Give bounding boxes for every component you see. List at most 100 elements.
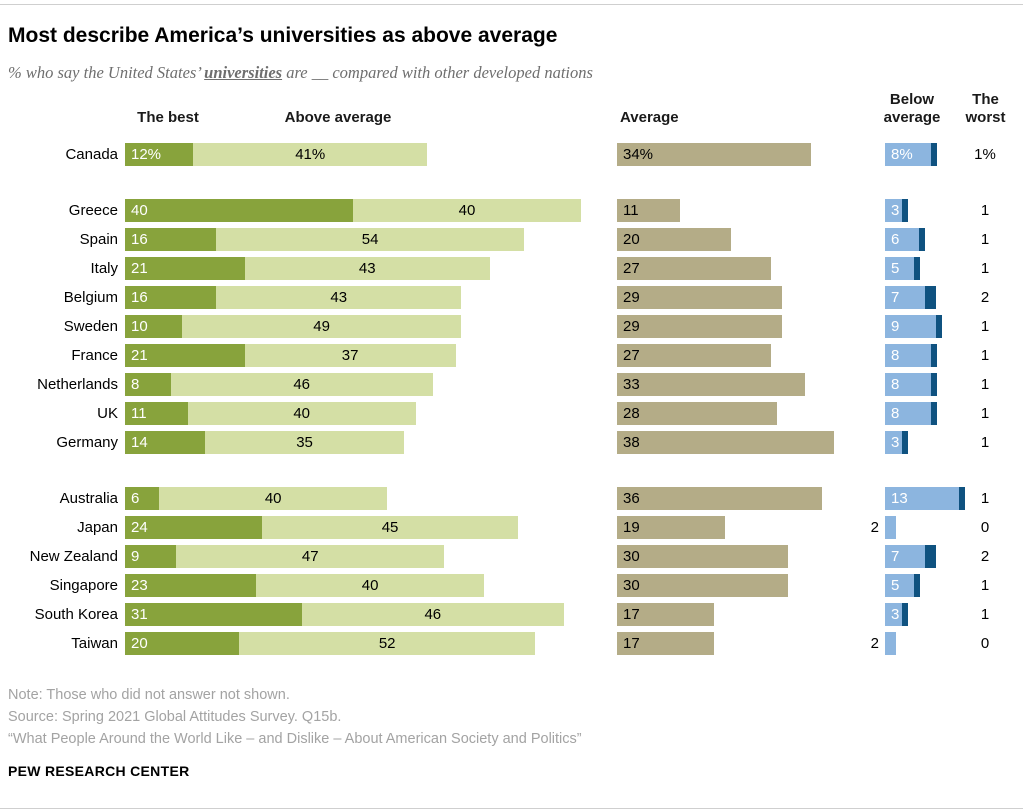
segment-the-best: 23 [125,574,257,597]
subtitle-prefix: % who say the United States’ [8,63,205,82]
segment-the-best: 8 [125,373,171,396]
worst-value-label: 1 [980,376,990,393]
subtitle-suffix: are __ compared with other developed nat… [282,63,593,82]
chart-row: Singapore 23 40 30 5 1 [0,571,1023,600]
chart-row: UK 11 40 28 8 1 [0,399,1023,428]
segment-the-best: 21 [125,344,245,367]
chart-note: Note: Those who did not answer not shown… [8,687,290,703]
segment-average: 30 [617,545,788,568]
country-label: Germany [56,434,118,451]
below-average-outside-label: 2 [870,519,879,536]
segment-the-best: 9 [125,545,177,568]
country-label: Australia [59,490,118,507]
segment-the-best: 6 [125,487,160,510]
country-label: Spain [79,231,118,248]
segment-average: 29 [617,315,783,338]
worst-value-label: 2 [980,289,990,306]
country-label: France [71,347,118,364]
segment-the-worst [930,402,937,425]
segment-above-average: 40 [187,402,416,425]
chart-row: France 21 37 27 8 1 [0,341,1023,370]
chart-rows: Canada 12% 41% 34% 8% 1% Greece 40 40 11 3 1 Spain 16… [0,140,1023,658]
segment-the-worst [930,373,937,396]
chart-subtitle: % who say the United States’ universitie… [8,63,593,83]
country-label: Netherlands [37,376,118,393]
chart-row: Taiwan 20 52 17 2 0 [0,629,1023,658]
segment-the-best: 12% [125,143,194,166]
country-label: Taiwan [71,635,118,652]
chart-title: Most describe America’s universities as … [8,24,558,47]
segment-above-average: 43 [244,257,490,280]
segment-the-best: 31 [125,603,302,626]
chart-row: Spain 16 54 20 6 1 [0,225,1023,254]
segment-the-worst [919,228,926,251]
segment-below-average: 13 [885,487,960,510]
segment-average: 36 [617,487,823,510]
segment-average: 30 [617,574,788,597]
chart-source: Source: Spring 2021 Global Attitudes Sur… [8,709,342,725]
country-label: New Zealand [29,548,118,565]
bottom-rule [0,808,1023,809]
country-label: Singapore [49,577,118,594]
worst-value-label: 1 [980,606,990,623]
segment-above-average: 37 [244,344,456,367]
segment-the-worst [913,574,920,597]
segment-above-average: 35 [204,431,405,454]
worst-value-label: 1 [980,260,990,277]
segment-average: 20 [617,228,731,251]
chart-row: Australia 6 40 36 13 1 [0,484,1023,513]
segment-below-average: 9 [885,315,937,338]
segment-above-average: 46 [170,373,433,396]
worst-value-label: 1 [980,202,990,219]
segment-the-best: 16 [125,228,217,251]
worst-value-label: 0 [980,635,990,652]
segment-the-worst [902,603,909,626]
chart-row: Netherlands 8 46 33 8 1 [0,370,1023,399]
worst-value-label: 1 [980,490,990,507]
worst-value-label: 1 [980,231,990,248]
column-header-the-worst: The worst [965,91,1006,126]
group-gap [0,457,1023,484]
top-rule [0,4,1023,5]
worst-value-label: 0 [980,519,990,536]
segment-the-worst [930,344,937,367]
segment-average: 27 [617,257,771,280]
chart-row: South Korea 31 46 17 3 1 [0,600,1023,629]
chart-row: Germany 14 35 38 3 1 [0,428,1023,457]
segment-the-worst [913,257,920,280]
chart-row: Sweden 10 49 29 9 1 [0,312,1023,341]
chart-row: New Zealand 9 47 30 7 2 [0,542,1023,571]
worst-value-label: 1 [980,318,990,335]
chart-row: Italy 21 43 27 5 1 [0,254,1023,283]
segment-below-average: 5 [885,574,914,597]
chart-row: Greece 40 40 11 3 1 [0,196,1023,225]
segment-average: 38 [617,431,834,454]
segment-the-worst [924,286,937,309]
segment-above-average: 54 [216,228,524,251]
worst-value-label: 2 [980,548,990,565]
chart-row: Japan 24 45 19 2 0 [0,513,1023,542]
segment-below-average: 3 [885,431,903,454]
country-label: Greece [68,202,118,219]
segment-below-average: 3 [885,199,903,222]
country-label: Canada [65,146,118,163]
segment-average: 17 [617,603,714,626]
segment-the-best: 14 [125,431,205,454]
segment-above-average: 52 [239,632,536,655]
column-header-the-best: The best [137,109,199,126]
column-header-above-average: Above average [284,109,392,126]
segment-average: 27 [617,344,771,367]
segment-above-average: 43 [216,286,462,309]
chart-row: Canada 12% 41% 34% 8% 1% [0,140,1023,169]
worst-value-label: 1 [980,405,990,422]
worst-value-label: 1% [974,146,996,163]
segment-the-worst [902,431,909,454]
segment-the-worst [959,487,966,510]
segment-the-best: 21 [125,257,245,280]
segment-the-worst [924,545,937,568]
group-gap [0,169,1023,196]
segment-below-average: 5 [885,257,914,280]
below-average-outside-label: 2 [870,635,879,652]
segment-above-average: 46 [301,603,564,626]
segment-the-worst [930,143,937,166]
